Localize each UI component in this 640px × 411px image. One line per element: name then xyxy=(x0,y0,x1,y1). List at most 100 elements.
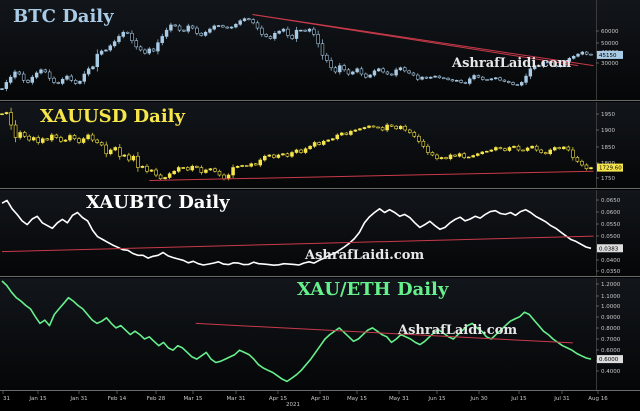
candle xyxy=(281,28,286,32)
candle xyxy=(403,67,407,72)
x-tick-label: Jul 31 xyxy=(553,396,569,402)
panel-title: XAUBTC Daily xyxy=(86,192,230,213)
y-tick-label: 0.9000 xyxy=(601,315,621,321)
candle xyxy=(30,76,35,83)
candle xyxy=(521,149,525,152)
candle xyxy=(558,64,563,68)
candle xyxy=(36,137,41,143)
candle xyxy=(589,167,593,170)
candle xyxy=(299,149,303,153)
candle xyxy=(307,28,312,32)
candle xyxy=(164,29,169,37)
last-value-badge xyxy=(597,163,623,172)
candle xyxy=(81,138,86,143)
candle xyxy=(68,135,72,141)
candle xyxy=(489,78,494,81)
candle xyxy=(235,165,240,168)
candle xyxy=(455,79,459,82)
candle xyxy=(351,71,355,75)
candle xyxy=(47,71,52,79)
candle xyxy=(221,25,225,28)
candle xyxy=(584,164,589,170)
candle xyxy=(226,174,231,180)
candle xyxy=(359,68,364,75)
panel-xaueth: 1.2000 1.1000 1.0000 0.9000 0.8000 0.7000 0.60… xyxy=(0,278,640,391)
y-tick-label: 30000 xyxy=(601,61,619,67)
x-tick-label: Apr 30 xyxy=(311,396,330,402)
panel-title: XAUUSD Daily xyxy=(40,106,186,127)
candle xyxy=(355,68,359,73)
watermark: AshrafLaidi.com xyxy=(397,323,517,338)
candle xyxy=(217,170,222,176)
candle xyxy=(195,27,199,34)
candle xyxy=(151,48,156,52)
candle xyxy=(86,134,90,140)
watermark: AshrafLaidi.com xyxy=(451,56,571,71)
candle xyxy=(199,32,203,36)
candle xyxy=(528,68,533,77)
x-tick-label: Mar 15 xyxy=(183,396,203,402)
candle xyxy=(117,36,121,42)
x-tick-label: 31 xyxy=(3,396,10,402)
candle xyxy=(244,165,249,167)
candle xyxy=(303,148,308,153)
candle xyxy=(247,18,251,21)
candle xyxy=(344,132,349,135)
candle xyxy=(238,20,242,25)
candle xyxy=(208,28,212,33)
x-tick-label: Feb 14 xyxy=(108,396,127,402)
candle xyxy=(134,40,138,48)
candle xyxy=(476,75,481,78)
y-tick-label: 0.7000 xyxy=(601,337,621,343)
y-tick-label: 0.0550 xyxy=(601,222,621,228)
candle xyxy=(416,74,420,80)
candle xyxy=(27,135,31,141)
x-tick-label: Jul 15 xyxy=(510,396,527,402)
x-tick-label: Aug 16 xyxy=(588,396,608,402)
candle xyxy=(316,34,320,45)
candle xyxy=(104,49,108,52)
y-tick-label: 0.0600 xyxy=(601,210,621,216)
candle xyxy=(481,76,485,80)
candle xyxy=(59,137,63,142)
candle xyxy=(263,155,267,161)
candle xyxy=(138,46,143,51)
candle xyxy=(294,29,299,39)
candle xyxy=(471,155,475,158)
candle xyxy=(299,29,303,32)
y-tick-label: 50000 xyxy=(601,41,619,47)
candle xyxy=(95,139,99,143)
candle xyxy=(258,159,263,166)
trendline xyxy=(252,13,579,67)
y-tick-label: 0.4000 xyxy=(601,369,621,375)
candle xyxy=(177,25,182,31)
candle xyxy=(524,75,528,83)
candle xyxy=(380,127,385,131)
candle xyxy=(317,142,321,145)
candle xyxy=(285,153,290,157)
trendline xyxy=(1,235,594,253)
candle xyxy=(8,76,13,83)
candle xyxy=(121,31,125,37)
candle xyxy=(312,142,317,147)
x-axis: 31 Jan 15 Jan 31 Feb 14 Feb 28 Mar 15 Mar 31 Ap… xyxy=(0,391,640,408)
candle xyxy=(566,146,571,151)
candle xyxy=(364,73,368,78)
candle xyxy=(99,50,104,55)
candle xyxy=(450,79,455,82)
candle xyxy=(562,146,566,150)
x-tick-label: Apr 15 xyxy=(269,396,288,402)
candle xyxy=(552,147,557,151)
candle xyxy=(208,168,213,171)
candle xyxy=(389,124,394,127)
candle xyxy=(195,165,199,168)
candle xyxy=(424,76,429,79)
candle xyxy=(421,140,426,147)
trendline xyxy=(195,322,573,344)
candle xyxy=(435,154,439,160)
candle xyxy=(167,173,172,178)
candle xyxy=(463,82,468,84)
candle xyxy=(507,147,512,151)
